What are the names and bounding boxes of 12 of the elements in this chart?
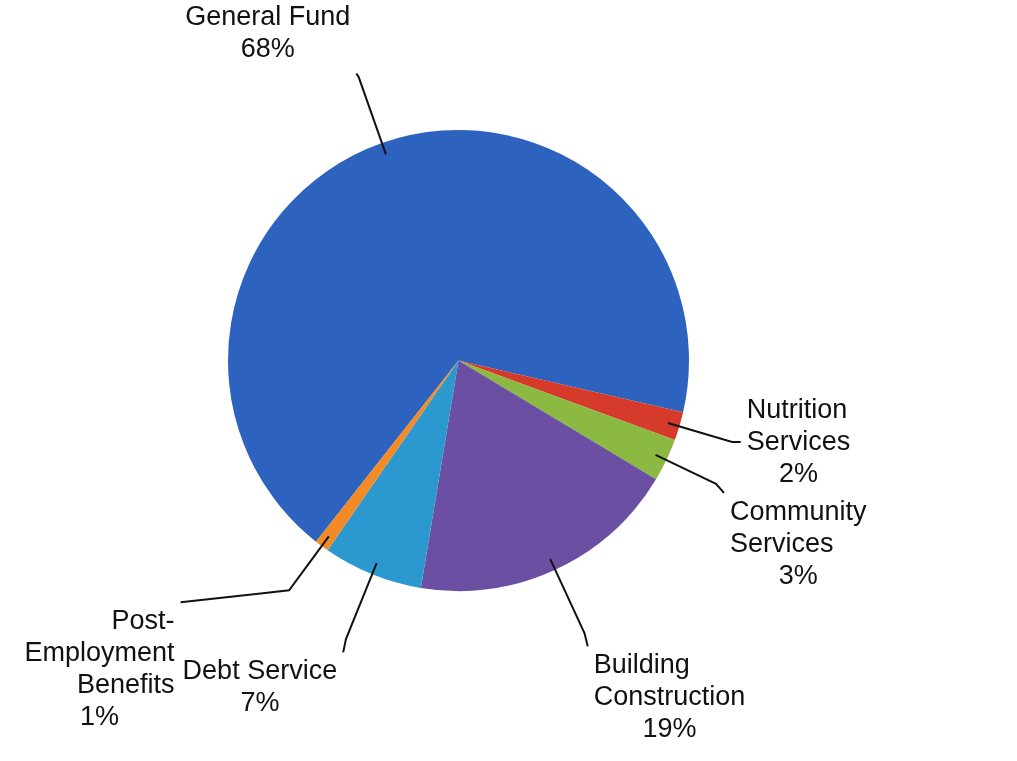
slice-label: Building Construction xyxy=(593,649,746,712)
data-label: 2% xyxy=(778,457,818,488)
slice-label: Post-Employment Benefits xyxy=(24,605,176,700)
slice-label: Debt Service xyxy=(182,655,338,686)
data-label: 7% xyxy=(240,687,280,718)
slice-label: Community Services xyxy=(729,495,868,558)
slice-label: General Fund xyxy=(185,0,351,31)
data-label: 1% xyxy=(80,701,120,732)
data-label: 3% xyxy=(778,559,818,590)
data-label: 19% xyxy=(642,713,697,744)
data-label: 68% xyxy=(240,32,295,63)
slice-label: Nutrition Services xyxy=(746,393,851,456)
